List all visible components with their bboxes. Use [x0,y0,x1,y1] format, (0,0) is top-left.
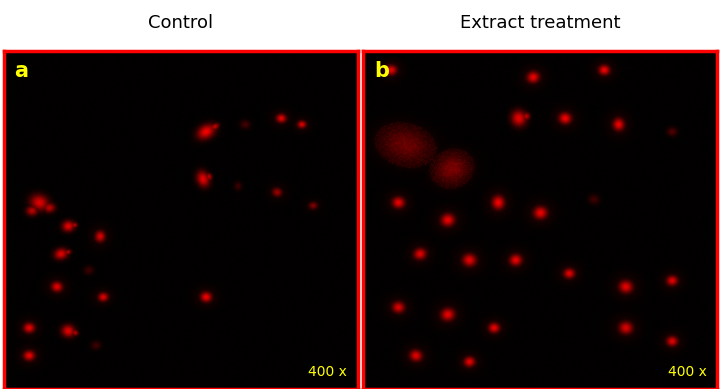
Text: Extract treatment: Extract treatment [460,14,621,32]
Text: b: b [374,61,389,81]
Text: a: a [14,61,28,81]
Text: 400 x: 400 x [668,365,707,379]
Text: Control: Control [148,14,213,32]
Text: 400 x: 400 x [308,365,347,379]
